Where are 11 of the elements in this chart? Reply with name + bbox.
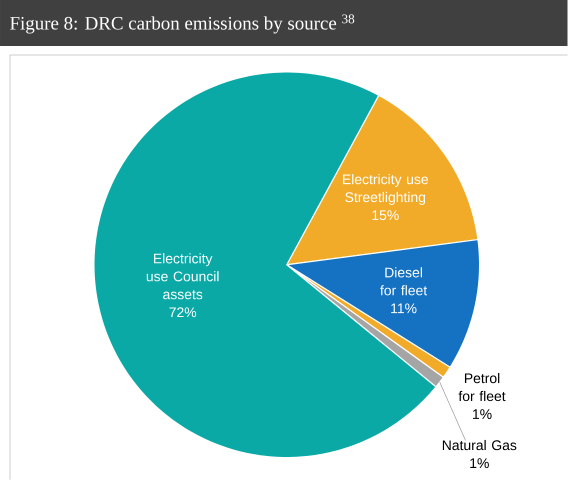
slice-label: Electricity use Streetlighting bbox=[343, 174, 428, 205]
data-label: 72% bbox=[169, 307, 196, 318]
slice-label: Electricity use Council assets bbox=[146, 253, 219, 300]
slice-label: Diesel for fleet bbox=[380, 267, 428, 296]
data-label: 15% bbox=[372, 210, 399, 220]
slice-label: Petrol for fleet bbox=[458, 372, 506, 402]
data-label: 1% bbox=[470, 458, 489, 468]
data-label: 11% bbox=[391, 303, 416, 314]
data-label: 1% bbox=[473, 409, 492, 419]
slice-label: Natural Gas bbox=[442, 440, 516, 450]
chart-title: Figure 8: DRC carbon emissions by source $^{38}$ bbox=[10, 14, 354, 34]
